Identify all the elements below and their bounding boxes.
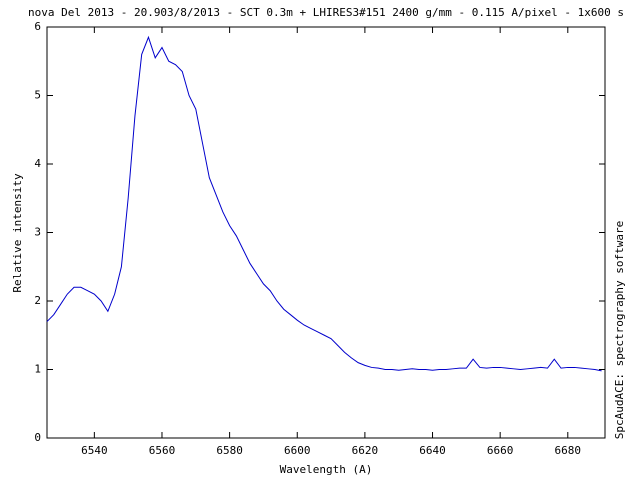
x-tick-label: 6640: [419, 444, 446, 457]
y-tick-label: 4: [34, 157, 41, 170]
y-tick-label: 5: [34, 89, 41, 102]
x-tick-label: 6660: [487, 444, 514, 457]
x-axis-label: Wavelength (A): [280, 463, 373, 476]
y-tick-label: 2: [34, 294, 41, 307]
y-tick-label: 0: [34, 431, 41, 444]
x-tick-label: 6540: [81, 444, 108, 457]
y-tick-label: 6: [34, 20, 41, 33]
spectrum-line: [46, 35, 602, 372]
x-tick-label: 6580: [216, 444, 243, 457]
x-tick-label: 6680: [555, 444, 582, 457]
chart-title: nova Del 2013 - 20.903/8/2013 - SCT 0.3m…: [28, 6, 624, 19]
side-label: SpcAudACE: spectrography software: [613, 221, 626, 440]
y-axis-label: Relative intensity: [11, 173, 24, 293]
y-tick-label: 1: [34, 363, 41, 376]
x-tick-label: 6560: [149, 444, 176, 457]
y-tick-label: 3: [34, 226, 41, 239]
x-tick-label: 6620: [352, 444, 379, 457]
x-tick-label: 6600: [284, 444, 311, 457]
